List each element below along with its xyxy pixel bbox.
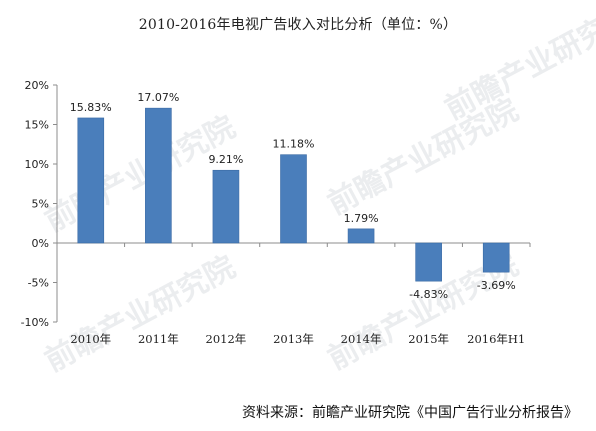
y-tick-label: -5% [28, 277, 49, 290]
data-label: 1.79% [344, 212, 379, 225]
y-tick-label: -10% [21, 316, 49, 329]
data-label: -3.69% [477, 279, 516, 292]
y-tick-label: 0% [32, 237, 49, 250]
bar [145, 107, 172, 244]
category-label: 2012年 [206, 332, 247, 346]
bar [280, 154, 307, 244]
data-label: 11.18% [273, 138, 315, 151]
data-label: 9.21% [208, 153, 243, 166]
bar [415, 242, 442, 282]
chart-title: 2010-2016年电视广告收入对比分析（单位：%） [138, 17, 458, 33]
watermark-text: 前瞻产业研究院 [322, 93, 524, 222]
watermark-text: 前瞻产业研究院 [39, 250, 241, 379]
data-label: 17.07% [137, 91, 179, 104]
y-axis: -10% -5% 0% 5% 10% 15% 20% [21, 79, 58, 329]
data-label: 15.83% [70, 101, 112, 114]
bar [482, 242, 510, 273]
y-tick-label: 20% [25, 79, 49, 92]
y-tick-label: 10% [25, 158, 49, 171]
bar [212, 169, 240, 244]
y-tick-label: 5% [32, 198, 49, 211]
category-label: 2014年 [341, 332, 382, 346]
watermark-text: 前瞻产业研究院 [39, 110, 241, 239]
category-label: 2013年 [273, 332, 314, 346]
data-labels-group: 15.83% 17.07% 9.21% 11.18% 1.79% -4.83% -3.69% [70, 91, 516, 301]
y-tick-label: 15% [25, 119, 49, 132]
source-note: 资料来源：前瞻产业研究院《中国广告行业分析报告》 [242, 405, 578, 421]
bar [347, 228, 375, 244]
category-label: 2011年 [138, 332, 179, 346]
category-label: 2010年 [70, 332, 111, 346]
bar [77, 117, 105, 244]
category-label: 2016年H1 [467, 332, 525, 346]
category-label: 2015年 [408, 332, 449, 346]
data-label: -4.83% [409, 288, 448, 301]
bars-group [77, 107, 510, 282]
